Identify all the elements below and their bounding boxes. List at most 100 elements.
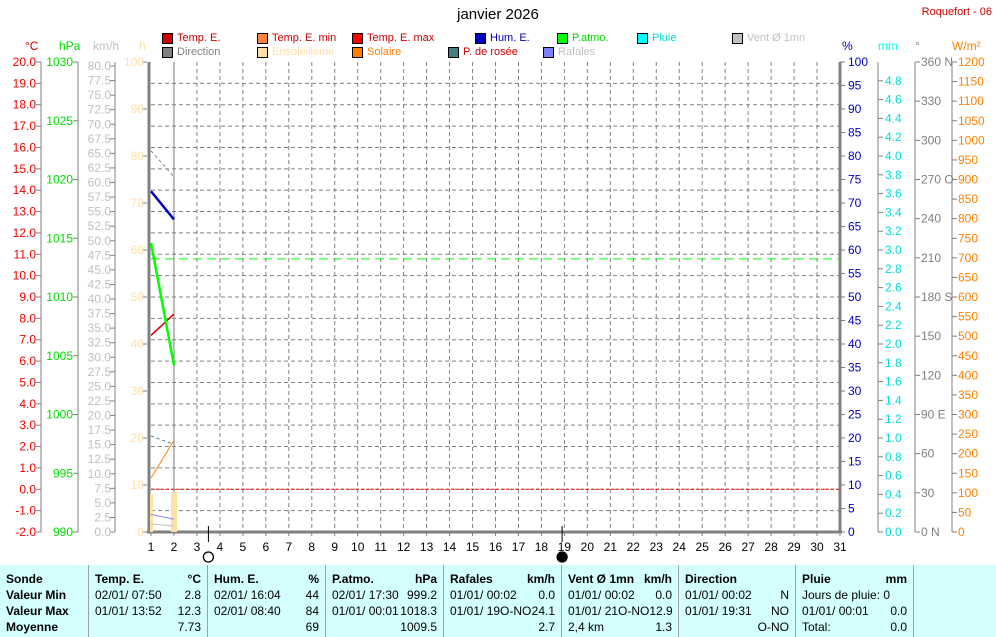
cell-value: 24.1 (531, 604, 555, 618)
table-row: 01/01/ 00:01 1018.3 (332, 603, 437, 619)
axis-tick-label: 1050 (958, 114, 985, 128)
legend-item: Temp. E. max (352, 32, 434, 44)
axis-tick-label: 30 (921, 486, 935, 500)
axis-tick-label: 4.8 (885, 74, 902, 88)
axis-tick-label: 32.5 (88, 336, 112, 350)
axis-tick-label: 17.5 (88, 423, 112, 437)
axis-tick-label: 75 (848, 173, 862, 187)
legend-swatch (162, 32, 173, 44)
axis-tick-label: 100 (958, 486, 978, 500)
axis-tick-label: 25.0 (88, 379, 112, 393)
column-header: Pluie (802, 572, 831, 586)
x-tick-label: 6 (262, 540, 269, 554)
axis-tick-label: 4.4 (885, 111, 902, 125)
table-row: Jours de pluie: 0 (802, 587, 907, 603)
x-tick-label: 28 (764, 540, 778, 554)
legend-label: Hum. E. (490, 32, 530, 44)
x-tick-label: 1 (148, 540, 155, 554)
table-row: 2.7 (450, 619, 555, 635)
axis-tick-label: 72.5 (88, 103, 112, 117)
x-tick-label: 7 (285, 540, 292, 554)
table-row: 01/01/ 00:02 0.0 (568, 587, 672, 603)
cell-value: O-NO (757, 620, 789, 634)
legend-swatch (162, 46, 173, 58)
cell-value: 2.8 (184, 588, 201, 602)
axis-tick-label: 30 (131, 384, 145, 398)
axis-tick-label: 70 (848, 196, 862, 210)
axis-tick-label: 52.5 (88, 219, 112, 233)
legend-item: Temp. E. min (257, 32, 336, 44)
x-tick-label: 12 (397, 540, 411, 554)
axis-tick-label: 20.0 (13, 55, 37, 69)
axis-tick-label: 15.0 (88, 438, 112, 452)
axis-tick-label: 95 (848, 79, 862, 93)
x-tick-label: 9 (331, 540, 338, 554)
series-line (150, 313, 175, 337)
axis-tick-label: 55 (848, 267, 862, 281)
table-row: 01/01/ 19O-NO 24.1 (450, 603, 555, 619)
axis-title-press: hPa (59, 39, 81, 53)
cell-date: 02/01/ 08:40 (214, 604, 281, 618)
axis-tick-label: 1.2 (885, 412, 902, 426)
legend-label: Temp. E. (177, 32, 221, 44)
axis-tick-label: 450 (958, 349, 978, 363)
axis-tick-label: 270 O (921, 173, 954, 187)
table-row: 02/01/ 08:40 84 (214, 603, 319, 619)
axis-tick-label: 5.0 (94, 496, 111, 510)
x-tick-label: 15 (466, 540, 480, 554)
axis-tick-label: 1.6 (885, 375, 902, 389)
x-tick-label: 14 (443, 540, 457, 554)
axis-tick-label: 300 (958, 408, 978, 422)
axis-tick-label: 16.0 (13, 140, 37, 154)
table-row: 01/01/ 00:02 N (685, 587, 789, 603)
legend-label: Vent Ø 1mn (747, 32, 806, 44)
axis-title-sun: h (139, 39, 146, 53)
axis-tick-label: 60 (848, 243, 862, 257)
cell-date: 01/01/ 00:02 (685, 588, 752, 602)
cell-value: N (780, 588, 789, 602)
legend-swatch (257, 46, 268, 58)
axis-tick-label: 12.5 (88, 452, 112, 466)
axis-tick-label: 85 (848, 126, 862, 140)
axis-tick-label: 0.0 (94, 525, 111, 539)
column-unit: hPa (414, 572, 437, 586)
table-row: 02/01/ 17:30 999.2 (332, 587, 437, 603)
cell-value: 7.73 (177, 620, 201, 634)
axis-tick-label: 950 (958, 153, 978, 167)
legend-swatch (257, 32, 268, 44)
table-col-sonde: Sonde Valeur Min Valeur Max Moyenne (0, 565, 89, 637)
axis-tick-label: 3.6 (885, 187, 902, 201)
x-tick-label: 30 (810, 540, 824, 554)
legend-label: P.atmo. (572, 32, 609, 44)
axis-tick-label: 5.0 (19, 375, 36, 389)
axis-tick-label: 10.0 (13, 269, 37, 283)
axis-tick-label: 80.0 (88, 59, 112, 73)
axis-tick-label: 3.0 (19, 418, 36, 432)
axis-tick-label: 27.5 (88, 365, 112, 379)
axis-tick-label: 4.2 (885, 130, 902, 144)
axis-tick-label: 18.0 (13, 98, 37, 112)
cell-date: 01/01/ 19O-NO (450, 604, 532, 618)
axis-tick-label: 995 (53, 466, 73, 480)
cell-date: 01/01/ 00:02 (450, 588, 517, 602)
cell-value: 1009.5 (400, 620, 437, 634)
legend-swatch (352, 32, 363, 44)
table-row: 01/01/ 00:02 0.0 (450, 587, 555, 603)
legend-item: Direction (162, 46, 220, 58)
axis-tick-label: 10.0 (88, 467, 112, 481)
table-row: 01/01/ 00:01 0.0 (802, 603, 907, 619)
table-col: P.atmo. hPa 02/01/ 17:30 999.2 01/01/ 00:01 1… (326, 565, 444, 637)
axis-tick-label: 300 (921, 133, 941, 147)
axis-tick-label: 80 (131, 149, 145, 163)
table-col: Vent Ø 1mn km/h 01/01/ 00:02 0.0 01/01/ 21O-… (562, 565, 679, 637)
x-tick-label: 27 (741, 540, 755, 554)
axis-tick-label: 0 (137, 525, 144, 539)
cell-date: 01/01/ 00:01 (332, 604, 399, 618)
x-tick-label: 25 (696, 540, 710, 554)
axis-tick-label: 1100 (958, 94, 984, 108)
axis-tick-label: 77.5 (88, 74, 112, 88)
x-tick-label: 13 (420, 540, 434, 554)
axis-tick-label: 7.5 (94, 481, 111, 495)
column-header: Hum. E. (214, 572, 259, 586)
axis-tick-label: 65.0 (88, 146, 112, 160)
